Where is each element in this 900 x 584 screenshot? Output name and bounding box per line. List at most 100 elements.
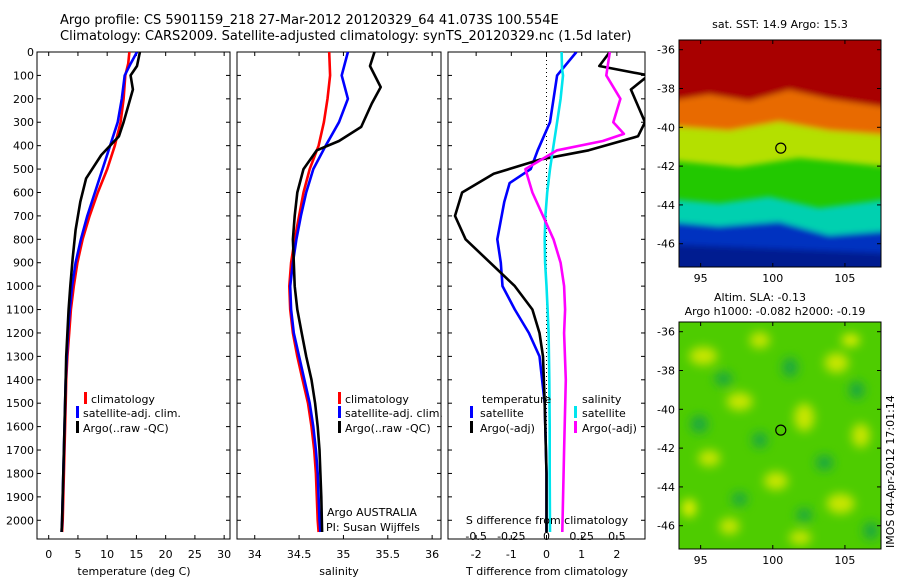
sla-anomaly-blob [763, 471, 788, 490]
x-tick-label: 0 [543, 548, 550, 561]
legend-swatch-argo [76, 421, 79, 433]
legend-label-s-satellite: satellite [582, 407, 626, 420]
y-tick-label: 1300 [6, 350, 34, 363]
y-tick-label: 1700 [6, 444, 34, 457]
t-difference-axis-label: T difference from climatology [465, 565, 628, 578]
map-frame [678, 39, 882, 268]
float-country-note: Argo AUSTRALIA [327, 506, 417, 519]
lon-tick-label: 100 [762, 272, 783, 285]
lat-tick-label: -42 [657, 442, 675, 455]
y-tick-label: 1400 [6, 374, 34, 387]
y-tick-label: 2000 [6, 514, 34, 527]
sla-anomaly-blob [815, 454, 834, 471]
x-tick-label: 2 [613, 548, 620, 561]
lon-tick-label: 95 [694, 272, 708, 285]
sst-map-title: sat. SST: 14.9 Argo: 15.3 [712, 18, 848, 31]
difference-panel: -2 -1 0 1 2 -0.5 -0.25 0 0.25 0.5 [447, 51, 646, 561]
x-tick-label: 20 [159, 548, 173, 561]
x-tick-label: 34 [248, 548, 262, 561]
y-tick-label: 900 [13, 257, 34, 270]
sla-anomaly-blob [851, 423, 870, 448]
salinity-axis-label: salinity [319, 565, 359, 578]
x-tick-label: 25 [188, 548, 202, 561]
sla-anomaly-blob [749, 332, 770, 349]
lat-tick-label: -36 [657, 326, 675, 339]
lat-tick-label: -42 [657, 160, 675, 173]
sla-anomaly-blob [824, 352, 849, 373]
sla-map-title-1: Altim. SLA: -0.13 [714, 291, 806, 304]
sla-anomaly-blob [714, 371, 733, 386]
sla-anomaly-blob [794, 403, 815, 432]
legend-swatch-t-satellite [470, 406, 473, 418]
sla-anomaly-blob [751, 432, 768, 449]
plot-frame [236, 51, 442, 540]
series-line-satellite-adj-clim- [288, 52, 350, 533]
temperature-panel: 0100200300400500600700800900100011001200… [6, 46, 231, 561]
top-tick-label: 0 [543, 530, 550, 543]
sla-anomaly-blob [862, 521, 879, 540]
sla-anomaly-blob [682, 499, 697, 518]
x-tick-label: -2 [471, 548, 482, 561]
sst-orange-band [679, 89, 881, 135]
legend-label-argo: Argo(..raw -QC) [345, 422, 431, 435]
float-pi-note: PI: Susan Wijffels [326, 521, 420, 534]
sst-yellow-band [679, 121, 881, 168]
sla-map-title-2: Argo h1000: -0.082 h2000: -0.19 [685, 305, 866, 318]
series-line-argo-raw-qc- [291, 52, 383, 533]
x-tick-label: 0 [45, 548, 52, 561]
legend-title-salinity: salinity [582, 393, 622, 406]
y-tick-label: 400 [13, 140, 34, 153]
sla-anomaly-blob [726, 392, 753, 411]
lon-tick-label: 105 [834, 272, 855, 285]
legend-label-s-argo: Argo(-adj) [582, 422, 637, 435]
legend-swatch-climatology [338, 392, 341, 404]
legend-swatch-satellite [76, 406, 79, 418]
y-tick-label: 800 [13, 233, 34, 246]
legend-label-climatology: climatology [345, 393, 409, 406]
sla-anomaly-blob [731, 492, 748, 507]
legend-swatch-argo [338, 421, 341, 433]
legend-label-satellite: satellite-adj. clim. [83, 407, 181, 420]
series-line-temperature-argo-adj- [453, 52, 645, 532]
series-line-salinity-argo-adj- [524, 52, 626, 533]
x-tick-label: 36 [425, 548, 439, 561]
y-tick-label: 200 [13, 93, 34, 106]
series-line-salinity-satellite [543, 52, 565, 533]
lat-tick-label: -46 [657, 238, 675, 251]
y-tick-label: 1200 [6, 327, 34, 340]
temperature-legend: climatology satellite-adj. clim. Argo(..… [76, 392, 181, 435]
plot-frame [36, 51, 231, 540]
lat-tick-label: -44 [657, 481, 675, 494]
legend-swatch-t-argo [470, 421, 473, 433]
sla-anomaly-blob [782, 357, 799, 378]
top-tick-label: 0.5 [608, 530, 626, 543]
salinity-legend: climatology satellite-adj. clim. Argo(..… [326, 392, 443, 534]
sla-anomaly-blob [826, 493, 855, 514]
legend-swatch-s-argo [574, 421, 577, 433]
map-frame [678, 321, 882, 550]
lat-tick-label: -38 [657, 365, 675, 378]
x-tick-label: 15 [129, 548, 143, 561]
sla-map: -36 -38 -40 -42 -44 -46 95 100 105 [657, 321, 882, 567]
header-line-2: Climatology: CARS2009. Satellite-adjuste… [60, 29, 632, 44]
legend-title-temperature: temperature [482, 393, 551, 406]
x-tick-label: 35 [336, 548, 350, 561]
sla-anomaly-blob [841, 334, 860, 347]
lat-tick-label: -40 [657, 403, 675, 416]
argo-float-marker [775, 142, 787, 154]
y-tick-label: 100 [13, 69, 34, 82]
y-tick-label: 1500 [6, 397, 34, 410]
sst-map: -36 -38 -40 -42 -44 -46 95 100 105 [657, 39, 882, 285]
lon-tick-label: 100 [762, 554, 783, 567]
y-tick-label: 700 [13, 210, 34, 223]
temperature-axis-label: temperature (deg C) [77, 565, 190, 578]
y-tick-label: 1900 [6, 491, 34, 504]
difference-legend: temperature salinity satellite Argo(-adj… [470, 393, 637, 435]
legend-label-t-argo: Argo(-adj) [480, 422, 535, 435]
x-tick-label: 5 [74, 548, 81, 561]
legend-label-satellite: satellite-adj. clim. [345, 407, 443, 420]
lon-tick-label: 105 [834, 554, 855, 567]
y-tick-label: 1800 [6, 467, 34, 480]
